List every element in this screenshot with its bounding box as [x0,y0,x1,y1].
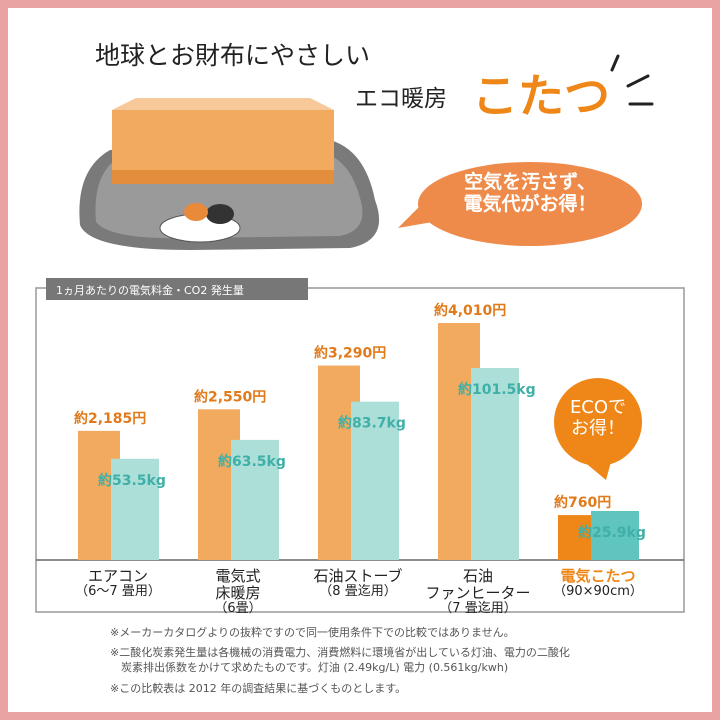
value-label: 約25.9kg [578,524,646,541]
footnote: ※メーカーカタログよりの抜粋ですので同一使用条件下での比較ではありません。 [110,626,515,641]
category-label: 電気こたつ [538,568,658,585]
category-label: 石油ストーブ [298,568,418,585]
badge-text: ECOで お得！ [554,398,642,439]
footnote: ※二酸化炭素発生量は各機械の消費電力、消費燃料に環境省が出している灯油、電力の二… [110,646,570,676]
value-label: 約2,550円 [194,388,266,405]
category-label: 石油 ファンヒーター [418,568,538,603]
value-label: 約760円 [554,494,611,511]
category-size: （6畳） [178,602,298,617]
header-line1: 地球とお財布にやさしい [95,41,370,70]
value-label: 約3,290円 [314,345,386,362]
category-size: （8 畳迄用） [298,585,418,600]
category-size: （6～7 畳用） [58,585,178,600]
footnote: ※この比較表は 2012 年の調査結果に基づくものとします。 [110,682,406,697]
value-label: 約63.5kg [218,453,286,470]
header-highlight: こたつ [472,69,610,123]
category-label: 電気式 床暖房 [178,568,298,603]
category-size: （90×90cm） [538,585,658,600]
chart-title: 1ヵ月あたりの電気料金・CO2 発生量 [56,283,244,297]
category-size: （7 畳迄用） [418,602,538,617]
bubble-text: 空気を汚さず、 電気代がお得！ [440,172,620,216]
value-label: 約53.5kg [98,472,166,489]
header-line2: エコ暖房 [355,86,447,112]
value-label: 約4,010円 [434,302,506,319]
category-label: エアコン [58,568,178,585]
value-label: 約83.7kg [338,415,406,432]
value-label: 約101.5kg [458,381,536,398]
value-label: 約2,185円 [74,410,146,427]
sparkle [612,56,652,104]
kotatsu-illustration [79,98,379,250]
